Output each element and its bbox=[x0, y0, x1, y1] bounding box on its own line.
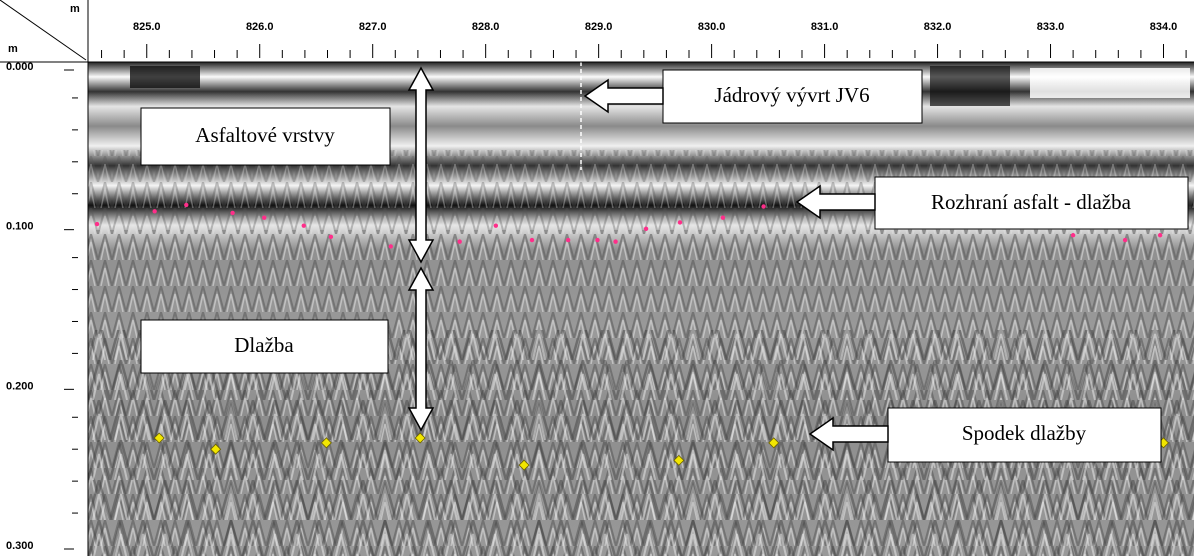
annotation: Dlažba bbox=[234, 333, 294, 357]
interface-pick bbox=[678, 220, 682, 224]
interface-pick bbox=[329, 235, 333, 239]
interface-pick bbox=[230, 211, 234, 215]
interface-pick bbox=[595, 238, 599, 242]
interface-pick bbox=[389, 244, 393, 248]
left-axis-panel bbox=[0, 0, 88, 556]
y-tick-label: 0.300 bbox=[6, 540, 34, 552]
y-tick-label: 0.100 bbox=[6, 221, 34, 233]
interface-pick bbox=[761, 204, 765, 208]
y-tick-label: 0.000 bbox=[6, 61, 34, 73]
interface-pick bbox=[1158, 233, 1162, 237]
x-tick-label: 826.0 bbox=[246, 21, 274, 33]
x-tick-label: 832.0 bbox=[924, 21, 952, 33]
annotation: Jádrový vývrt JV6 bbox=[714, 83, 869, 107]
radargram-view: m m 825.0 826.0 827.0 828.0 829.0 830.0 831.0 8… bbox=[0, 0, 1194, 556]
interface-pick bbox=[262, 215, 266, 219]
y-tick-label: 0.200 bbox=[6, 380, 34, 392]
interface-pick bbox=[1071, 233, 1075, 237]
y-unit: m bbox=[8, 43, 18, 55]
interface-pick bbox=[613, 239, 617, 243]
interface-pick bbox=[184, 203, 188, 207]
x-tick-label: 827.0 bbox=[359, 21, 387, 33]
x-unit: m bbox=[70, 3, 80, 15]
x-tick-label: 829.0 bbox=[585, 21, 613, 33]
annotation: Spodek dlažby bbox=[962, 421, 1087, 445]
interface-pick bbox=[457, 239, 461, 243]
interface-pick bbox=[566, 238, 570, 242]
interface-pick bbox=[530, 238, 534, 242]
interface-pick bbox=[152, 209, 156, 213]
interface-pick bbox=[1123, 238, 1127, 242]
x-tick-label: 831.0 bbox=[811, 21, 839, 33]
interface-pick bbox=[95, 222, 99, 226]
x-tick-label: 833.0 bbox=[1037, 21, 1065, 33]
annotation: Rozhraní asfalt - dlažba bbox=[931, 190, 1132, 214]
interface-pick bbox=[302, 223, 306, 227]
interface-pick bbox=[494, 223, 498, 227]
interface-pick bbox=[721, 215, 725, 219]
x-tick-label: 825.0 bbox=[133, 21, 161, 33]
x-tick-label: 834.0 bbox=[1150, 21, 1178, 33]
annotation: Asfaltové vrstvy bbox=[195, 123, 335, 147]
interface-pick bbox=[644, 227, 648, 231]
x-tick-label: 828.0 bbox=[472, 21, 500, 33]
x-tick-label: 830.0 bbox=[698, 21, 726, 33]
